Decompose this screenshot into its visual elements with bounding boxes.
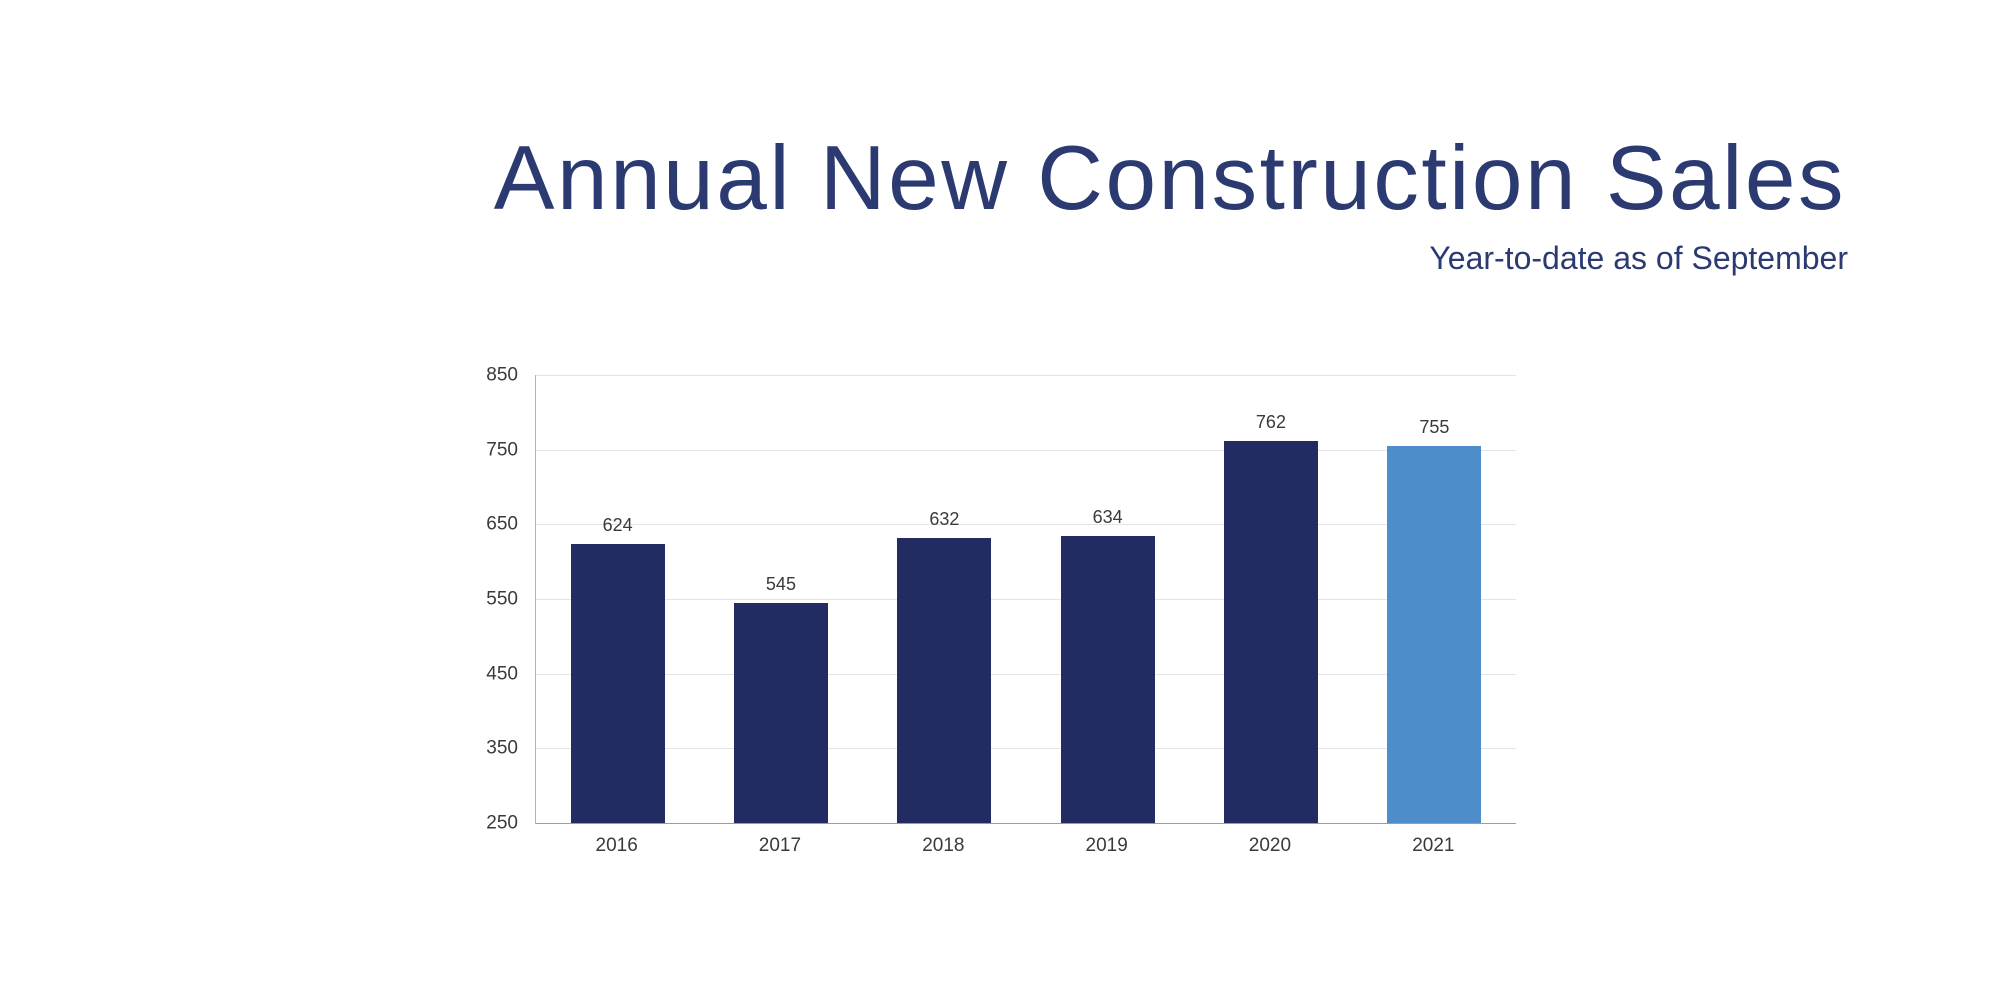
gridline	[536, 599, 1516, 600]
bar-2021	[1387, 445, 1482, 823]
bar-value-label: 624	[602, 514, 633, 535]
x-axis-category-label: 2021	[1412, 835, 1455, 856]
bar-value-label: 762	[1255, 411, 1286, 432]
y-axis-tick-label: 750	[486, 439, 518, 461]
plot-area: 624 545 632 634 762 755	[535, 375, 1516, 824]
chart-subtitle: Year-to-date as of September	[1429, 240, 1848, 276]
bar-2017	[734, 602, 828, 823]
bar-value-label: 545	[765, 573, 796, 594]
gridline	[536, 449, 1516, 451]
bar-value-label: 634	[1092, 507, 1123, 528]
bar-value-label: 755	[1419, 416, 1450, 437]
x-axis-labels: 2016 2017 2018 2019 2020 2021	[535, 835, 1515, 861]
y-axis-tick-label: 350	[486, 737, 518, 759]
x-axis-category-label: 2017	[758, 835, 802, 856]
y-axis-tick-label: 250	[486, 812, 518, 834]
gridline	[536, 375, 1516, 376]
gridline	[536, 673, 1516, 675]
chart-title: Annual New Construction Sales	[493, 128, 1846, 229]
y-axis-tick-label: 650	[486, 513, 518, 535]
bar-2020	[1224, 440, 1318, 823]
bar-2018	[897, 537, 992, 823]
y-axis-tick-label: 850	[486, 364, 518, 386]
gridline	[536, 524, 1516, 526]
x-axis-category-label: 2019	[1085, 835, 1128, 856]
gridline	[536, 748, 1516, 750]
bar-2016	[570, 543, 665, 823]
x-axis-category-label: 2020	[1248, 835, 1292, 856]
y-axis-tick-label: 550	[486, 588, 518, 610]
bar-value-label: 632	[929, 508, 960, 529]
x-axis-category-label: 2018	[922, 835, 965, 856]
y-axis-tick-label: 450	[486, 663, 518, 685]
bar-2019	[1060, 536, 1155, 823]
x-axis-category-label: 2016	[595, 835, 638, 856]
y-axis-labels: 250 350 450 550 650 750 850	[400, 366, 518, 833]
